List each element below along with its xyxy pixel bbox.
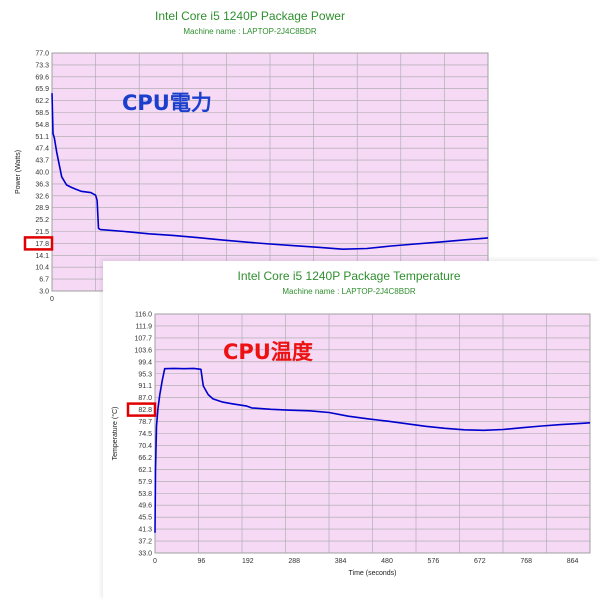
y-axis-label: Temperature (°C) xyxy=(111,407,119,461)
y-tick-label: 45.5 xyxy=(138,515,152,522)
y-tick-label: 25.2 xyxy=(35,217,49,224)
y-tick-label: 70.4 xyxy=(138,443,152,450)
y-tick-label: 58.5 xyxy=(35,110,49,117)
y-tick-label: 82.8 xyxy=(138,407,152,414)
y-tick-label: 33.0 xyxy=(138,551,152,558)
y-tick-label: 21.5 xyxy=(35,229,49,236)
y-tick-label: 111.9 xyxy=(136,323,153,330)
x-tick-label: 672 xyxy=(474,558,486,565)
y-tick-label: 62.2 xyxy=(35,98,49,105)
y-tick-label: 47.4 xyxy=(35,146,49,153)
x-tick-label: 480 xyxy=(381,558,393,565)
y-tick-label: 116.0 xyxy=(135,312,152,319)
x-tick-label: 0 xyxy=(153,558,157,565)
x-tick-label: 768 xyxy=(520,558,532,565)
highlight-box xyxy=(126,402,157,417)
x-tick-label: 576 xyxy=(428,558,440,565)
x-axis-label: Time (seconds) xyxy=(349,570,397,577)
y-tick-label: 107.7 xyxy=(134,335,152,342)
y-tick-label: 49.6 xyxy=(138,503,152,510)
y-tick-label: 66.2 xyxy=(138,455,152,462)
y-tick-label: 40.0 xyxy=(35,170,49,177)
x-tick-label: 96 xyxy=(198,558,206,565)
power-chart: Intel Core i5 1240P Package Power Machine… xyxy=(15,9,490,303)
y-tick-label: 43.7 xyxy=(35,158,49,165)
temperature-chart: Intel Core i5 1240P Package Temperature M… xyxy=(111,269,591,577)
y-tick-label: 37.2 xyxy=(138,539,152,546)
y-tick-label: 54.8 xyxy=(35,122,49,129)
y-tick-label: 77.0 xyxy=(35,51,49,58)
highlight-box xyxy=(23,236,54,251)
y-tick-label: 74.5 xyxy=(138,431,152,438)
y-tick-label: 36.3 xyxy=(35,181,49,188)
y-axis-label: Power (Watts) xyxy=(15,150,22,194)
y-tick-label: 87.0 xyxy=(138,395,152,402)
chart-subtitle: Machine name : LAPTOP-2J4C8BDR xyxy=(282,287,415,296)
chart-title: Intel Core i5 1240P Package Temperature xyxy=(237,269,460,283)
x-tick-label: 0 xyxy=(50,296,54,303)
temperature-chart-panel: Intel Core i5 1240P Package Temperature M… xyxy=(103,261,600,600)
y-tick-label: 32.6 xyxy=(35,193,49,200)
y-tick-label: 99.4 xyxy=(138,359,152,366)
x-tick-label: 288 xyxy=(288,558,300,565)
y-tick-label: 62.1 xyxy=(138,467,152,474)
y-tick-label: 14.1 xyxy=(35,253,49,260)
chart-annotation: CPU電力 xyxy=(122,91,212,115)
chart-title: Intel Core i5 1240P Package Power xyxy=(155,9,345,23)
y-tick-label: 57.9 xyxy=(138,479,152,486)
y-tick-label: 51.1 xyxy=(35,134,49,141)
x-tick-label: 864 xyxy=(567,558,579,565)
y-tick-label: 6.7 xyxy=(39,277,49,284)
data-line xyxy=(154,367,591,533)
y-tick-label: 65.9 xyxy=(35,86,49,93)
y-tick-label: 91.1 xyxy=(138,383,152,390)
y-tick-label: 95.3 xyxy=(138,371,152,378)
y-tick-label: 103.6 xyxy=(134,347,152,354)
y-tick-label: 10.4 xyxy=(35,265,49,272)
data-line xyxy=(51,93,489,250)
y-tick-label: 73.3 xyxy=(35,62,49,69)
y-tick-label: 17.8 xyxy=(35,241,49,248)
y-tick-label: 69.6 xyxy=(35,74,49,81)
y-tick-label: 78.7 xyxy=(138,419,152,426)
chart-annotation: CPU温度 xyxy=(223,340,313,364)
y-tick-label: 41.3 xyxy=(138,527,152,534)
x-tick-label: 192 xyxy=(242,558,254,565)
chart-subtitle: Machine name : LAPTOP-2J4C8BDR xyxy=(183,27,316,36)
y-tick-label: 3.0 xyxy=(39,289,49,296)
y-tick-label: 28.9 xyxy=(35,205,49,212)
y-tick-label: 53.8 xyxy=(138,491,152,498)
x-tick-label: 384 xyxy=(335,558,347,565)
